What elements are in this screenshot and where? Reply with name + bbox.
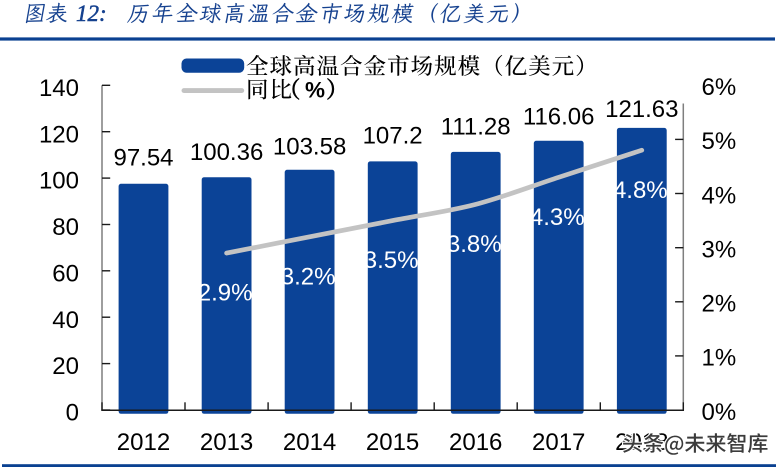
svg-text:103.58: 103.58 [273, 134, 346, 161]
svg-text:4.3%: 4.3% [530, 204, 585, 231]
svg-text:6%: 6% [702, 74, 737, 101]
svg-text:1%: 1% [702, 345, 737, 372]
svg-text:2%: 2% [702, 291, 737, 318]
svg-text:60: 60 [52, 260, 79, 287]
svg-text:3.8%: 3.8% [447, 231, 502, 258]
svg-text:%: % [305, 78, 325, 103]
svg-text:107.2: 107.2 [363, 123, 423, 150]
svg-text:100: 100 [39, 168, 79, 195]
svg-text:40: 40 [52, 307, 79, 334]
svg-text:2012: 2012 [117, 429, 170, 456]
svg-text:0: 0 [66, 400, 79, 427]
svg-text:111.28: 111.28 [441, 114, 511, 141]
svg-text:2015: 2015 [366, 429, 419, 456]
svg-text:120: 120 [39, 121, 79, 148]
svg-text:2.9%: 2.9% [198, 280, 253, 307]
svg-text:0%: 0% [702, 399, 737, 426]
svg-text:2016: 2016 [449, 429, 502, 456]
svg-text:4.8%: 4.8% [613, 177, 668, 204]
svg-text:3.5%: 3.5% [364, 247, 419, 274]
svg-text:121.63: 121.63 [605, 96, 678, 123]
svg-text:140: 140 [39, 75, 79, 102]
svg-text:97.54: 97.54 [113, 145, 173, 172]
svg-text:4%: 4% [702, 182, 737, 209]
svg-text:100.36: 100.36 [190, 139, 263, 166]
svg-text:2013: 2013 [200, 429, 253, 456]
svg-text:5%: 5% [702, 128, 737, 155]
svg-text:12:: 12: [76, 1, 107, 26]
svg-text:20: 20 [52, 353, 79, 380]
svg-text:3.2%: 3.2% [281, 263, 336, 290]
svg-text:80: 80 [52, 214, 79, 241]
svg-text:2014: 2014 [283, 429, 336, 456]
svg-text:3%: 3% [702, 236, 737, 263]
svg-text:2017: 2017 [532, 429, 585, 456]
svg-text:116.06: 116.06 [523, 104, 595, 131]
